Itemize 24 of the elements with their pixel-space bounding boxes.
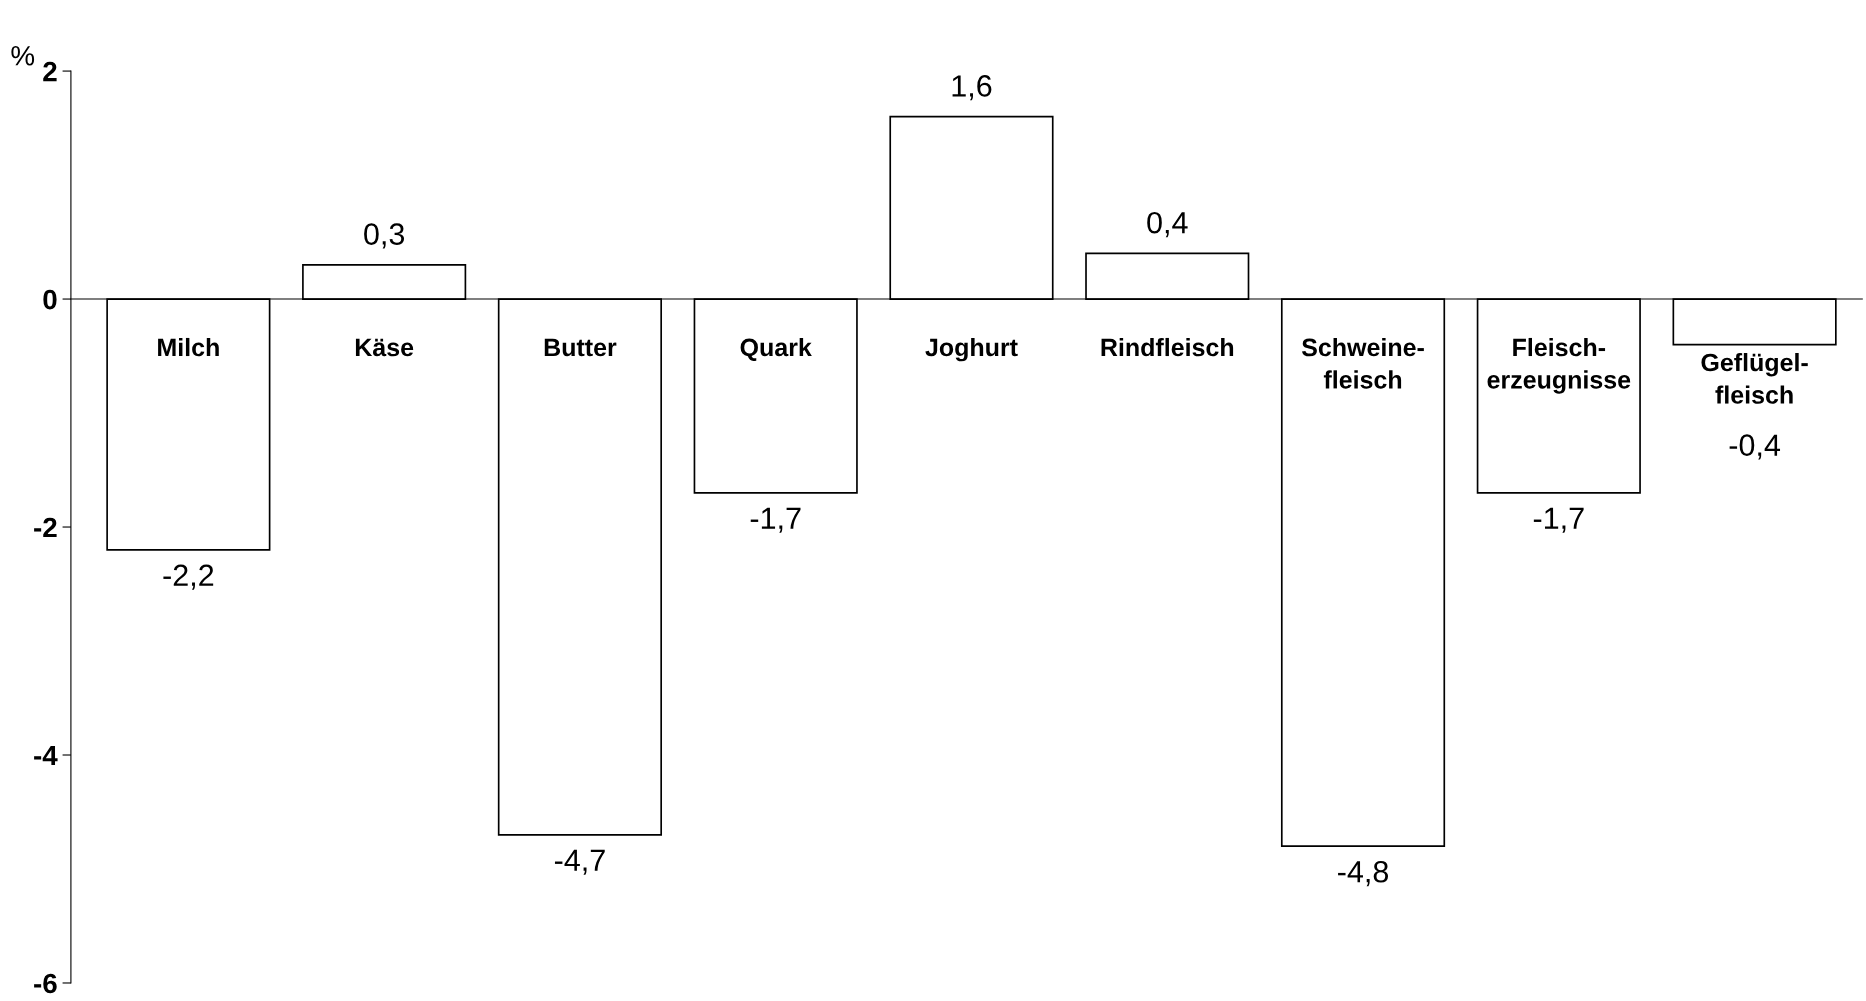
y-axis-title: % — [11, 46, 35, 66]
data-label: -1,7 — [1533, 507, 1584, 533]
y-tick-label: 0 — [43, 289, 57, 310]
x-tick-label: Geflügel- fleisch — [1701, 352, 1808, 404]
data-label: 0,4 — [1147, 211, 1188, 238]
x-tick-label: Rindfleisch — [1101, 337, 1234, 357]
y-tick-label: 2 — [43, 61, 57, 82]
data-label: 0,3 — [364, 223, 405, 249]
data-label: -2,2 — [163, 564, 214, 590]
x-tick-label: Butter — [544, 338, 617, 357]
data-label: 1,6 — [952, 75, 992, 101]
data-label: -4,7 — [554, 849, 605, 875]
data-label: -4,8 — [1338, 860, 1389, 887]
data-label: -0,4 — [1729, 434, 1781, 460]
x-tick-label: Joghurt — [925, 337, 1018, 362]
x-tick-label: Milch — [158, 337, 219, 357]
y-tick-label: -6 — [34, 973, 57, 994]
data-label: -1,7 — [750, 507, 801, 533]
y-tick-label: -2 — [34, 517, 57, 538]
x-tick-label: Käse — [355, 338, 414, 357]
x-tick-label: Quark — [740, 337, 812, 361]
x-tick-label: Schweine- fleisch — [1301, 337, 1424, 389]
y-tick-label: -4 — [34, 745, 58, 766]
x-tick-label: Fleisch- erzeugnisse — [1487, 337, 1631, 394]
